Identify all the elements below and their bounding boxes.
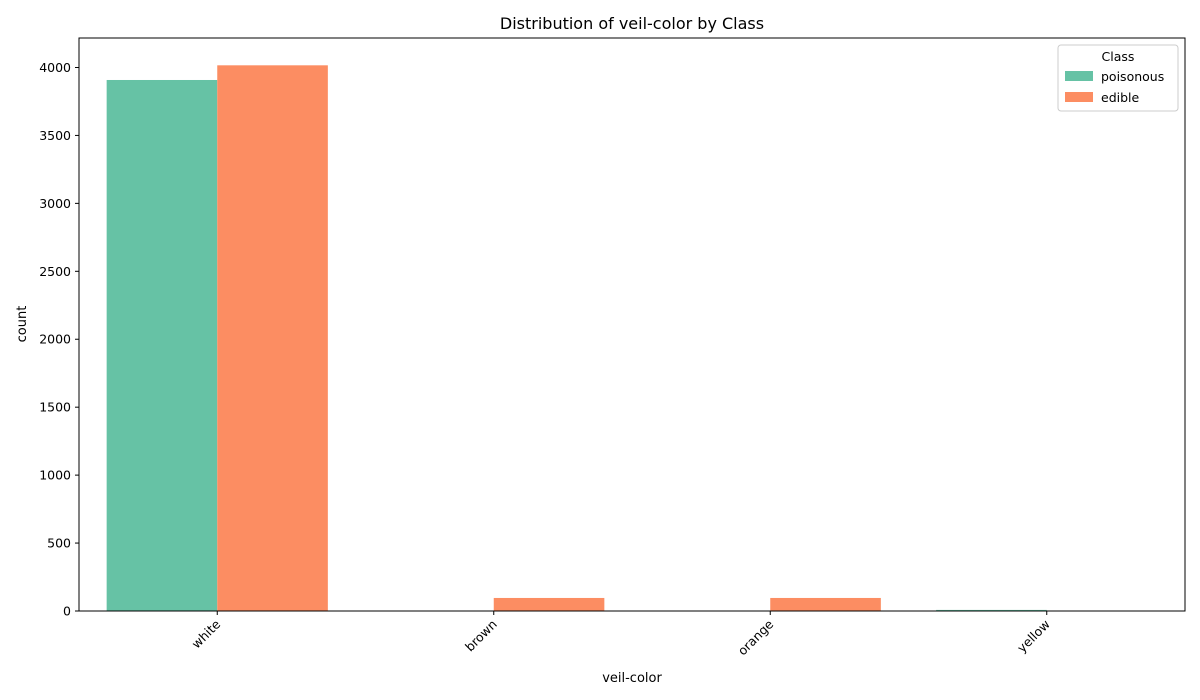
y-axis: 0 500 1000 1500 2000 2500 3000 3500 4000 — [39, 60, 79, 619]
legend: Class poisonous edible — [1057, 44, 1179, 112]
bar-poisonous-white — [106, 79, 218, 612]
y-tick-label: 1500 — [39, 400, 71, 415]
legend-label-edible: edible — [1101, 90, 1140, 105]
y-tick-label: 500 — [47, 536, 71, 551]
x-tick-label-orange: orange — [735, 616, 777, 658]
bar-poisonous-yellow — [936, 609, 1047, 611]
plot-frame — [78, 37, 1186, 612]
legend-swatch-poisonous — [1065, 71, 1093, 81]
x-tick-label-brown: brown — [462, 617, 500, 655]
y-axis-label: count — [15, 306, 30, 343]
bar-edible-white — [217, 65, 328, 612]
y-tick-label: 1000 — [39, 468, 71, 483]
y-tick-label: 2500 — [39, 264, 71, 279]
bar-edible-brown — [493, 597, 605, 611]
y-tick-label: 3500 — [39, 128, 71, 143]
y-tick-label: 3000 — [39, 196, 71, 211]
x-axis-label: veil-color — [602, 671, 662, 686]
x-tick-label-white: white — [189, 616, 224, 651]
x-axis: white brown orange yellow — [189, 611, 1053, 658]
chart-title: Distribution of veil-color by Class — [500, 14, 764, 33]
legend-swatch-edible — [1065, 92, 1093, 102]
y-tick-label: 0 — [63, 604, 71, 619]
legend-title: Class — [1102, 49, 1135, 64]
bar-edible-orange — [770, 597, 881, 611]
legend-label-poisonous: poisonous — [1101, 69, 1164, 84]
y-tick-label: 4000 — [39, 60, 71, 75]
x-tick-label-yellow: yellow — [1014, 617, 1053, 656]
y-tick-label: 2000 — [39, 332, 71, 347]
bars-group — [106, 65, 1047, 612]
